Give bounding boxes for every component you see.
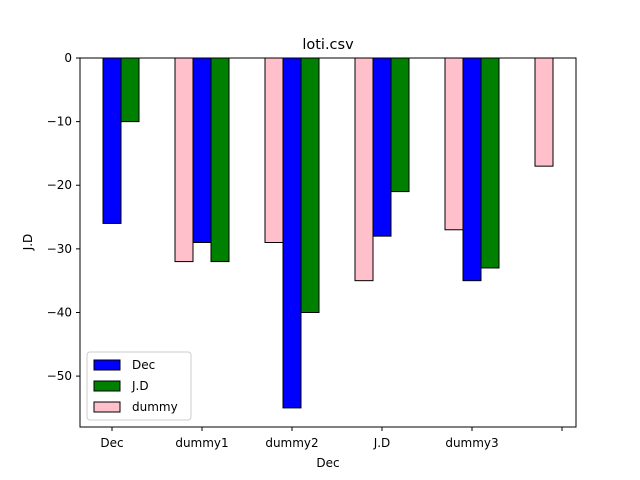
chart-title: loti.csv [302,37,354,53]
y-tick-label-3: −30 [47,242,72,256]
y-axis-label: J.D [21,234,35,252]
x-axis-ticks: Dec dummy1 dummy2 J.D dummy3 [100,427,563,450]
y-tick-label-5: −50 [47,369,72,383]
legend-label-dec: Dec [132,358,155,372]
legend-swatch-dec [93,359,121,371]
y-tick-label-0: 0 [64,51,72,65]
bar-dummy-3 [354,57,374,282]
legend-label-dummy: dummy [132,400,178,414]
bar-j-d-0 [120,57,140,123]
legend-swatch-j-d [93,380,121,392]
bar-dummy-5 [534,57,554,167]
bar-j-d-3 [390,57,410,193]
bar-dec-0 [102,57,122,224]
legend-label-j-d: J.D [131,379,149,393]
bar-dec-2 [282,57,302,409]
bar-dummy-4 [444,57,464,231]
legend: Dec J.D dummy [86,351,192,421]
plot-frame [79,57,577,428]
x-tick-label-0: Dec [100,436,123,450]
legend-swatch-dummy [93,401,121,413]
x-tick-label-3: J.D [373,436,391,450]
y-tick-label-4: −40 [47,305,72,319]
bar-dec-4 [462,57,482,282]
bar-dec-3 [372,57,392,237]
x-tick-label-4: dummy3 [445,436,498,450]
bar-j-d-4 [480,57,500,269]
bar-j-d-2 [300,57,320,313]
bar-j-d-1 [210,57,230,263]
y-tick-label-1: −10 [47,115,72,129]
y-tick-label-2: −20 [47,178,72,192]
bar-dec-1 [192,57,212,243]
x-tick-label-1: dummy1 [175,436,228,450]
bars-group [102,57,554,409]
x-tick-label-2: dummy2 [265,436,318,450]
y-axis-ticks: 0 −10 −20 −30 −40 −50 [47,51,80,383]
bar-dummy-1 [174,57,194,263]
bar-dummy-2 [264,57,284,243]
x-axis-label: Dec [316,456,339,470]
